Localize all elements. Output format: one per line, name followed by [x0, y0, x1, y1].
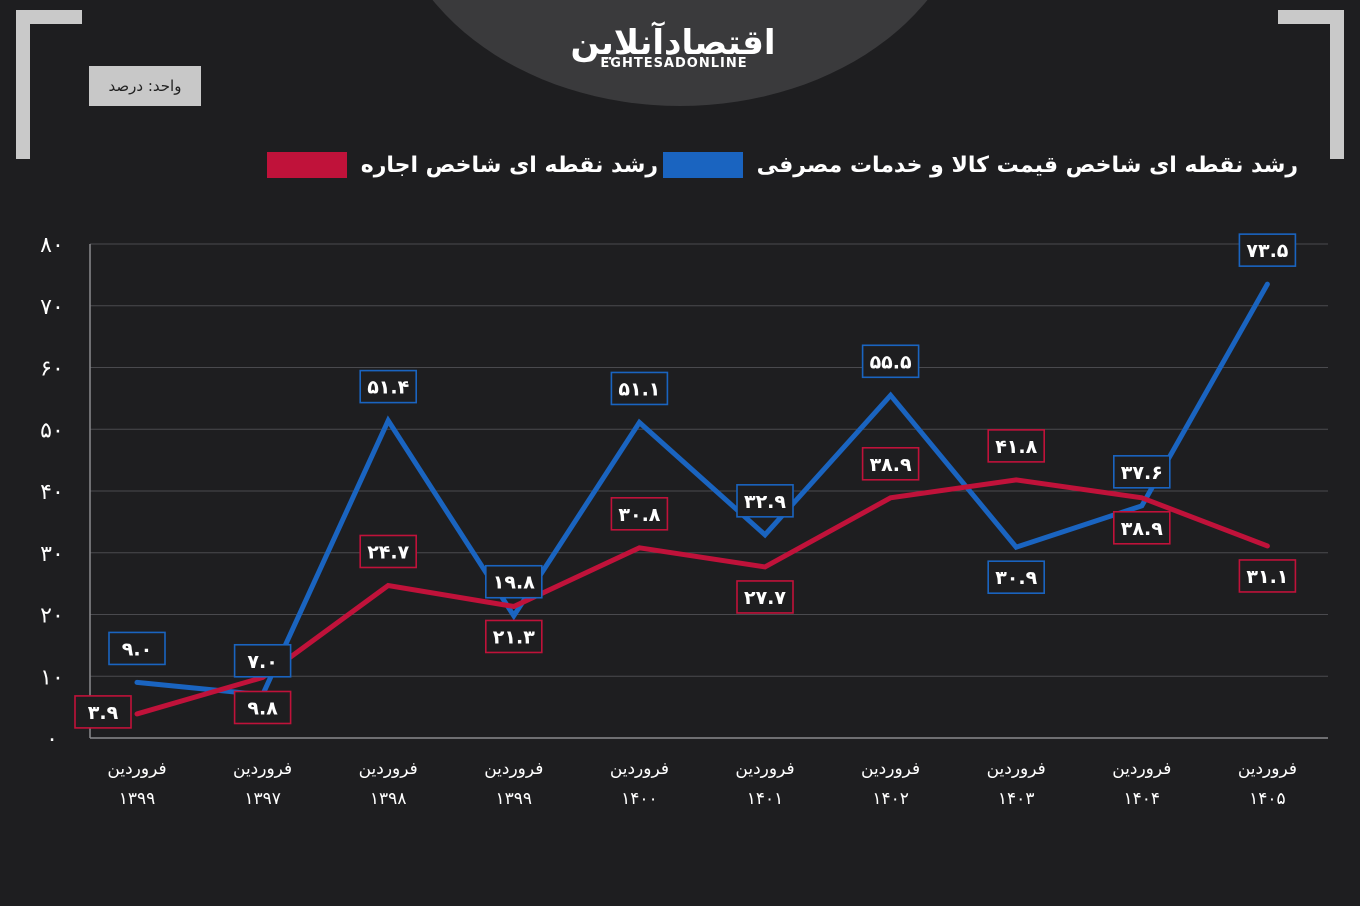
- y-tick-label: ۸۰: [40, 233, 64, 258]
- x-tick-label-year: ۱۴۰۱: [747, 789, 784, 809]
- data-label-cpi: ۵۱.۱: [618, 378, 660, 400]
- data-label-rent: ۲۷.۷: [744, 587, 786, 609]
- data-label-box-cpi: [736, 484, 794, 518]
- data-label-rent: ۳۰.۸: [618, 504, 660, 526]
- legend-label-rent: رشد نقطه ای شاخص اجاره: [360, 152, 658, 178]
- legend-item-rent: رشد نقطه ای شاخص اجاره: [266, 152, 658, 178]
- data-label-rent: ۹.۸: [247, 697, 278, 719]
- unit-label: واحد: درصد: [89, 66, 201, 106]
- data-label-box-cpi: [359, 369, 418, 404]
- data-label-box-rent: [74, 695, 132, 729]
- x-tick-label: فروردین: [359, 759, 418, 779]
- data-label-cpi: ۵۱.۴: [367, 377, 409, 399]
- x-tick-label-year: ۱۳۹۸: [370, 789, 407, 809]
- x-tick-label: فروردین: [484, 759, 543, 779]
- data-label-box-rent: [1113, 510, 1171, 545]
- x-tick-label: فروردین: [107, 759, 166, 779]
- y-tick-label: ۷۰: [40, 295, 64, 320]
- brand-logo: اقتصادآنلاین: [570, 23, 776, 63]
- data-label-cpi: ۹.۰: [122, 638, 152, 660]
- x-tick-label-year: ۱۴۰۳: [998, 789, 1035, 809]
- data-label-cpi: ۵۵.۵: [870, 351, 912, 373]
- data-label-box-rent: [359, 534, 418, 569]
- data-label-box-cpi: [861, 344, 920, 379]
- data-label-box-cpi: [108, 631, 166, 666]
- data-label-cpi: ۷.۰: [247, 651, 277, 673]
- brand-logo-subtitle: EGHTESADONLINE: [600, 56, 748, 71]
- x-tick-label-year: ۱۴۰۲: [872, 789, 909, 809]
- x-tick-label-year: ۱۳۹۹: [496, 789, 533, 809]
- x-tick-label-year: ۱۳۹۷: [244, 789, 281, 809]
- x-tick-label-year: ۱۴۰۴: [1124, 789, 1161, 809]
- data-label-rent: ۳۸.۹: [1121, 518, 1163, 540]
- y-tick-label: ۳۰: [40, 542, 64, 567]
- x-tick-label: فروردین: [233, 759, 292, 779]
- x-tick-label: فروردین: [987, 759, 1046, 779]
- x-tick-label-year: ۱۴۰۰: [621, 789, 658, 809]
- data-label-box-cpi: [484, 564, 543, 599]
- series-line-rent: [134, 477, 1270, 717]
- x-tick-label: فروردین: [610, 759, 669, 779]
- data-label-box-rent: [861, 446, 920, 481]
- data-label-box-rent: [987, 429, 1046, 463]
- corner-frame-top-right: [1278, 10, 1344, 159]
- series-line-cpi: [134, 281, 1270, 698]
- x-tick-label: فروردین: [861, 759, 920, 779]
- data-label-box-cpi: [610, 371, 669, 406]
- data-label-box-rent: [610, 497, 669, 531]
- data-label-rent: ۲۱.۳: [493, 626, 535, 648]
- y-tick-label: ۴۰: [40, 480, 64, 505]
- data-label-box-rent: [484, 619, 543, 654]
- legend-item-cpi: رشد نقطه ای شاخص قیمت کالا و خدمات مصرفی: [662, 152, 1298, 178]
- data-label-cpi: ۳۲.۹: [744, 491, 786, 513]
- data-label-cpi: ۳۷.۶: [1121, 462, 1163, 484]
- data-label-rent: ۳۱.۱: [1246, 566, 1288, 588]
- data-label-rent: ۳.۹: [88, 702, 119, 724]
- legend-swatch-rent: [266, 152, 347, 178]
- x-tick-label-year: ۱۴۰۵: [1249, 789, 1286, 809]
- data-label-box-cpi: [1113, 455, 1171, 489]
- data-label-cpi: ۳۰.۹: [995, 567, 1037, 589]
- corner-frame-top-left: [16, 10, 82, 159]
- data-label-box-cpi: [233, 643, 292, 678]
- data-label-cpi: ۱۹.۸: [493, 572, 535, 594]
- y-tick-label: ۱۰: [40, 665, 64, 690]
- y-tick-label: ۵۰: [40, 418, 64, 443]
- data-label-cpi: ۷۳.۵: [1246, 240, 1288, 262]
- x-tick-label-year: ۱۳۹۹: [119, 789, 156, 809]
- data-label-rent: ۴۱.۸: [995, 436, 1037, 458]
- data-label-box-rent: [736, 580, 794, 614]
- data-label-box-cpi: [987, 560, 1046, 594]
- x-tick-label: فروردین: [735, 759, 794, 779]
- y-tick-label: ۰: [46, 727, 58, 752]
- x-tick-label: فروردین: [1238, 759, 1297, 779]
- data-label-rent: ۳۸.۹: [870, 454, 912, 476]
- x-tick-label: فروردین: [1112, 759, 1171, 779]
- data-label-box-cpi: [1238, 233, 1297, 267]
- data-label-box-rent: [233, 690, 292, 725]
- data-label-box-rent: [1238, 559, 1297, 593]
- y-tick-label: ۲۰: [40, 604, 64, 629]
- y-tick-label: ۶۰: [40, 357, 64, 382]
- data-label-rent: ۲۴.۷: [367, 541, 409, 563]
- legend-swatch-cpi: [662, 152, 743, 178]
- legend-label-cpi: رشد نقطه ای شاخص قیمت کالا و خدمات مصرفی: [756, 152, 1298, 178]
